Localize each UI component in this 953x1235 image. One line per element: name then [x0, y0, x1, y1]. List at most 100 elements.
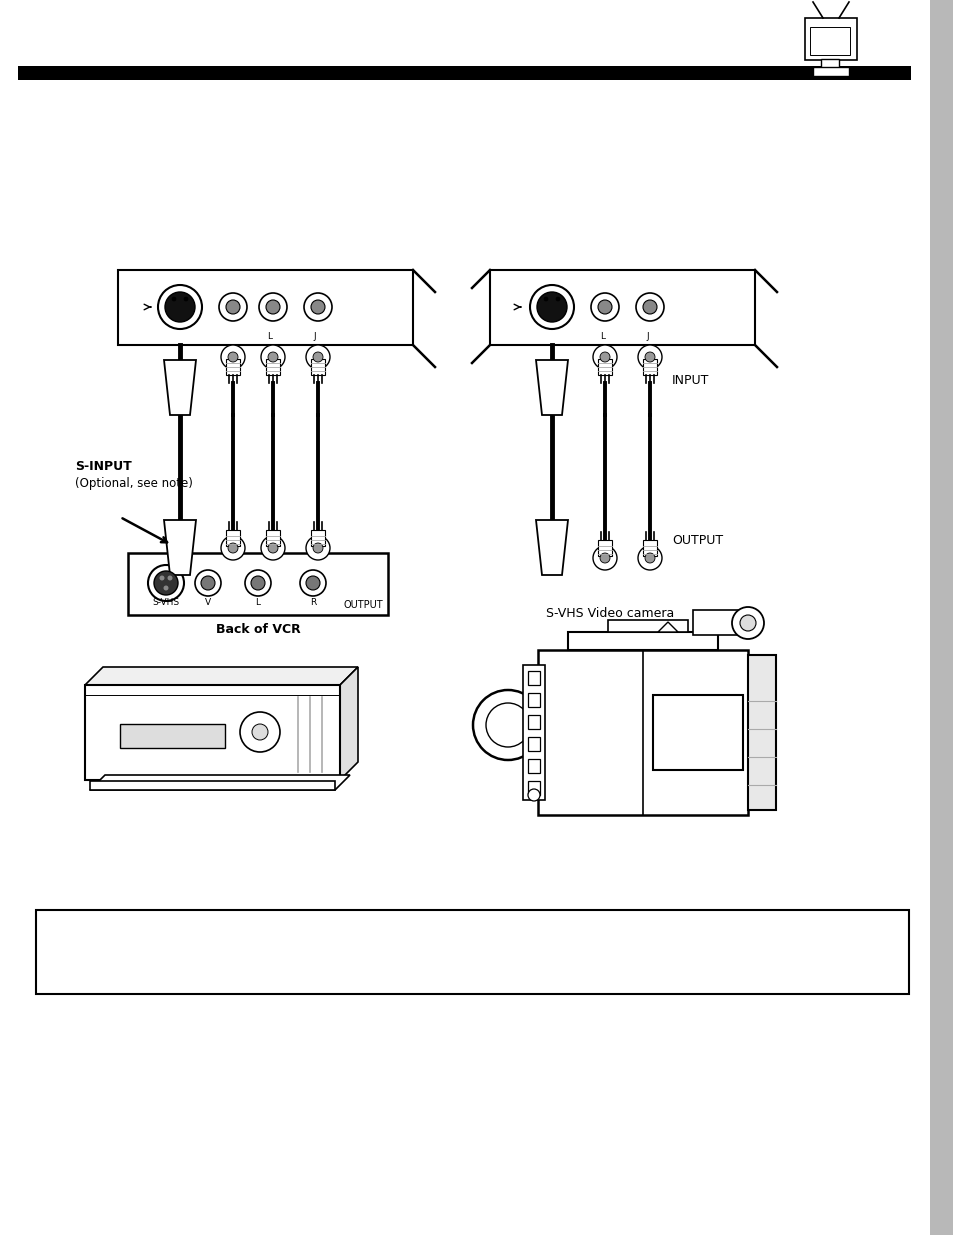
Circle shape [163, 585, 169, 590]
Circle shape [245, 571, 271, 597]
Circle shape [194, 571, 221, 597]
Text: S-VHS Video camera: S-VHS Video camera [545, 606, 674, 620]
Bar [490, 270, 754, 345]
Circle shape [313, 543, 323, 553]
Circle shape [527, 789, 539, 802]
Circle shape [221, 536, 245, 559]
Circle shape [268, 352, 277, 362]
Bar [118, 270, 413, 345]
Polygon shape [85, 667, 357, 685]
Circle shape [226, 300, 240, 314]
Bar [598, 540, 612, 556]
Circle shape [306, 536, 330, 559]
Bar [527, 693, 539, 706]
Circle shape [537, 291, 566, 322]
Bar [311, 359, 325, 375]
Circle shape [258, 293, 287, 321]
Circle shape [158, 285, 202, 329]
Circle shape [165, 291, 194, 322]
Circle shape [228, 543, 237, 553]
Bar [527, 715, 539, 729]
Circle shape [159, 576, 164, 580]
Bar [226, 530, 240, 546]
Circle shape [252, 724, 268, 740]
Bar [311, 530, 325, 546]
Bar [522, 664, 544, 800]
Circle shape [172, 296, 175, 301]
Circle shape [304, 293, 332, 321]
Circle shape [228, 352, 237, 362]
Text: L: L [267, 332, 273, 341]
Polygon shape [658, 622, 678, 632]
Bar [812, 67, 848, 77]
Text: INPUT: INPUT [671, 373, 709, 387]
Text: L: L [255, 598, 260, 606]
Polygon shape [536, 520, 567, 576]
Circle shape [261, 345, 285, 369]
Text: J: J [314, 332, 316, 341]
Circle shape [313, 352, 323, 362]
Circle shape [473, 690, 542, 760]
Text: OUTPUT: OUTPUT [671, 534, 722, 547]
Circle shape [530, 285, 574, 329]
Bar [527, 781, 539, 795]
Text: R: R [310, 598, 315, 606]
Circle shape [184, 296, 188, 301]
Circle shape [644, 553, 655, 563]
Circle shape [221, 345, 245, 369]
Circle shape [251, 576, 265, 590]
Bar [266, 530, 280, 546]
Circle shape [642, 300, 657, 314]
Bar [652, 695, 742, 769]
Bar [567, 632, 718, 650]
Bar [527, 760, 539, 773]
Circle shape [599, 352, 609, 362]
Bar [85, 685, 339, 781]
Circle shape [266, 300, 280, 314]
Polygon shape [164, 520, 195, 576]
Bar [226, 359, 240, 375]
Polygon shape [90, 776, 350, 790]
Bar [266, 359, 280, 375]
Circle shape [590, 293, 618, 321]
Circle shape [219, 293, 247, 321]
Text: S-INPUT: S-INPUT [75, 459, 132, 473]
Polygon shape [536, 359, 567, 415]
Bar [18, 65, 910, 80]
Circle shape [543, 296, 547, 301]
Bar [120, 724, 225, 748]
Circle shape [636, 293, 663, 321]
Circle shape [240, 713, 280, 752]
Bar [809, 27, 849, 56]
Text: J: J [646, 332, 649, 341]
Bar [36, 910, 908, 994]
Bar [821, 59, 838, 68]
Bar [929, 0, 953, 1235]
Polygon shape [164, 359, 195, 415]
Circle shape [593, 345, 617, 369]
Text: OUTPUT: OUTPUT [343, 600, 382, 610]
Bar [537, 650, 747, 815]
Text: L: L [599, 332, 605, 341]
Bar [128, 553, 388, 615]
Circle shape [168, 576, 172, 580]
Bar [692, 610, 742, 635]
Text: V: V [205, 598, 211, 606]
Polygon shape [339, 667, 357, 781]
Circle shape [201, 576, 214, 590]
Circle shape [638, 345, 661, 369]
Circle shape [311, 300, 325, 314]
Circle shape [299, 571, 326, 597]
Circle shape [485, 703, 530, 747]
Circle shape [556, 296, 559, 301]
Text: Back of VCR: Back of VCR [215, 622, 300, 636]
Circle shape [598, 300, 612, 314]
Bar [804, 19, 856, 61]
Circle shape [148, 564, 184, 601]
Circle shape [306, 345, 330, 369]
Text: S-VHS: S-VHS [152, 598, 179, 606]
Bar [527, 737, 539, 751]
Bar [642, 359, 657, 375]
Circle shape [593, 546, 617, 571]
Circle shape [261, 536, 285, 559]
